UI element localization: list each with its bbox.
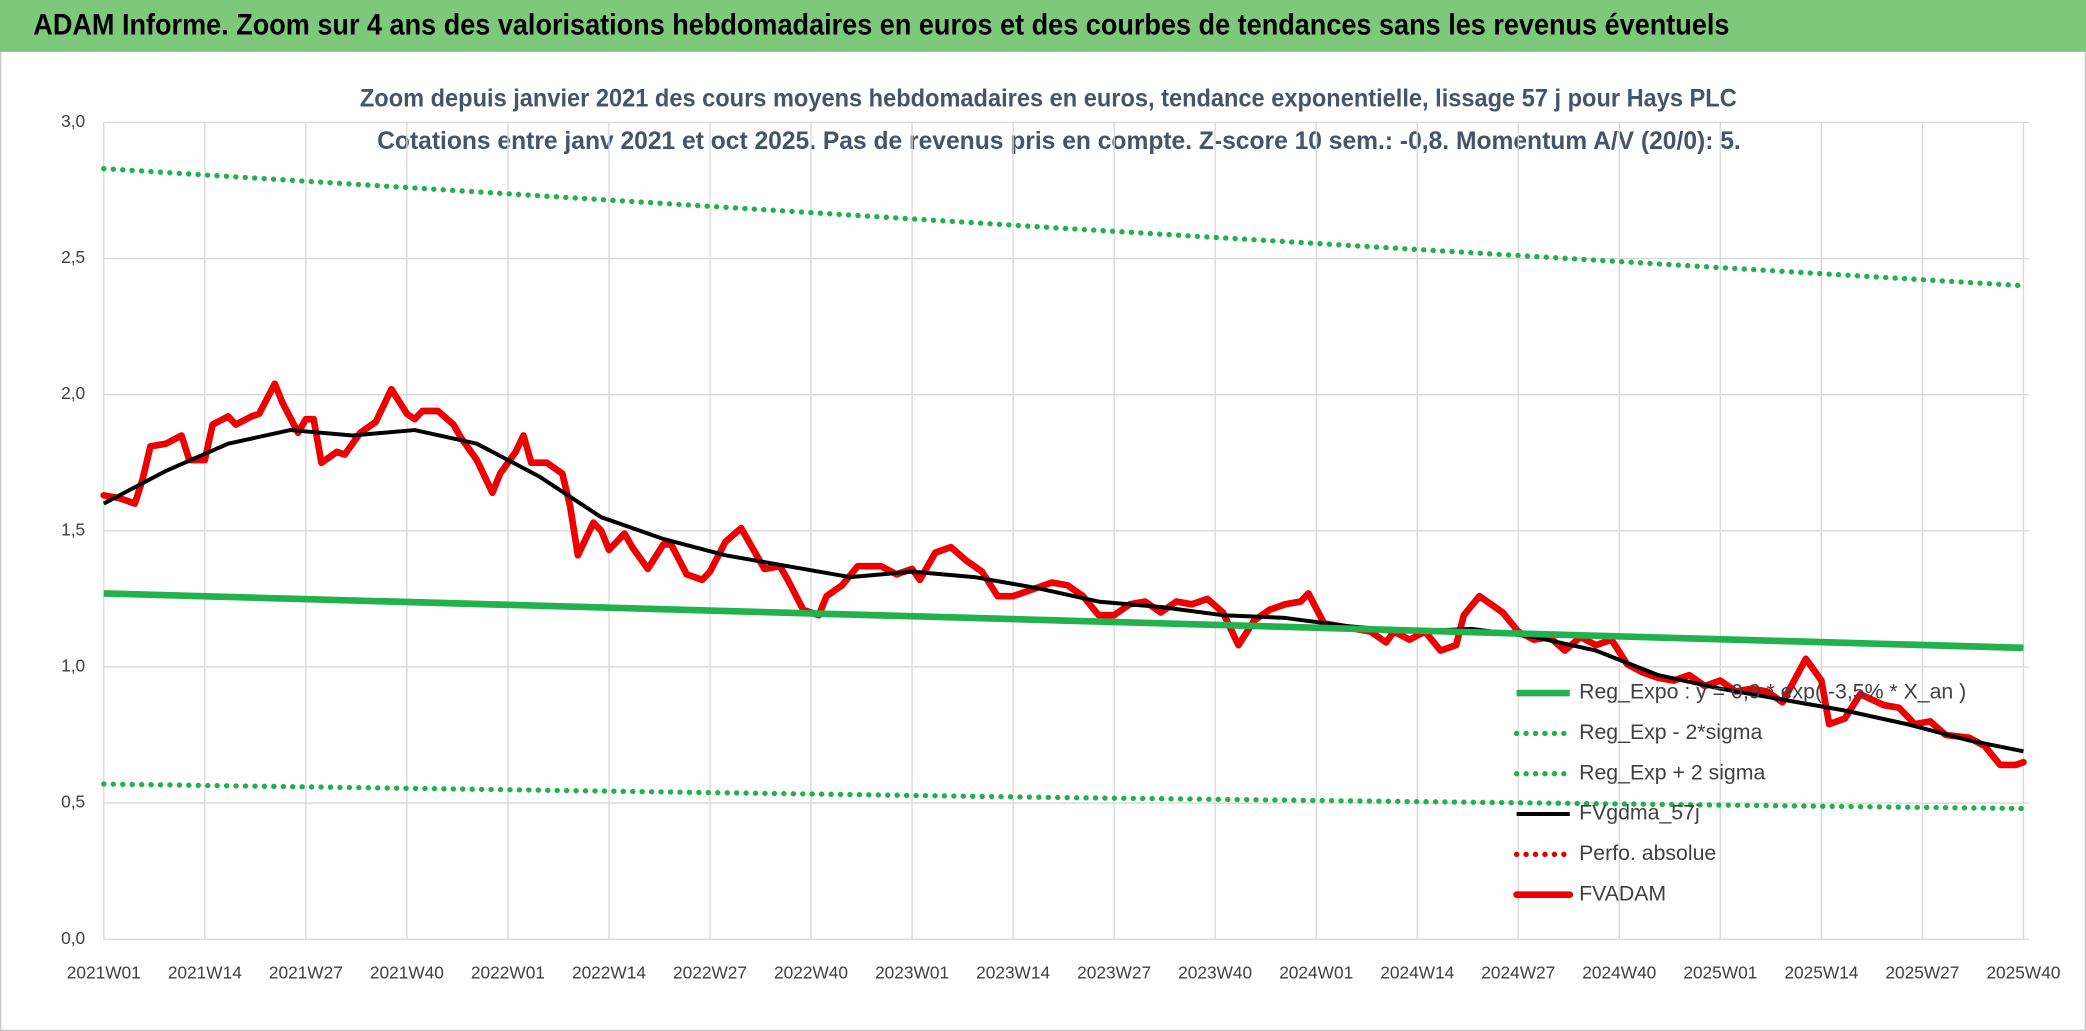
series-line <box>101 166 2027 289</box>
legend-label: FVgdma_57j <box>1579 801 1700 825</box>
series-line <box>103 590 2024 652</box>
x-tick-label: 2025W40 <box>1986 962 2060 982</box>
x-tick-label: 2023W40 <box>1178 962 1252 982</box>
x-tick-label: 2023W14 <box>976 962 1050 982</box>
x-tick-label: 2025W27 <box>1885 962 1959 982</box>
series-line <box>101 781 2027 812</box>
x-tick-label: 2022W01 <box>471 962 545 982</box>
y-tick-label: 3,0 <box>61 111 85 131</box>
x-tick-label: 2022W27 <box>673 962 747 982</box>
y-tick-label: 0,0 <box>61 928 85 948</box>
x-tick-label: 2024W27 <box>1481 962 1555 982</box>
y-tick-label: 0,5 <box>61 792 85 812</box>
x-tick-label: 2021W14 <box>168 962 242 982</box>
y-tick-label: 1,0 <box>61 655 85 675</box>
x-tick-label: 2025W14 <box>1784 962 1858 982</box>
x-tick-label: 2023W01 <box>875 962 949 982</box>
x-tick-label: 2021W40 <box>370 962 444 982</box>
x-tick-label: 2021W27 <box>269 962 343 982</box>
x-tick-label: 2025W01 <box>1683 962 1757 982</box>
x-tick-label: 2021W01 <box>67 962 141 982</box>
y-tick-label: 2,5 <box>61 247 85 267</box>
legend-label: Reg_Exp - 2*sigma <box>1579 720 1762 744</box>
header-bar <box>0 0 2086 52</box>
x-tick-label: 2024W01 <box>1279 962 1353 982</box>
chart-title: ADAM Informe. Zoom sur 4 ans des valoris… <box>33 9 1729 41</box>
legend-label: Perfo. absolue <box>1579 841 1716 865</box>
y-tick-label: 2,0 <box>61 383 85 403</box>
legend-label: Reg_Expo : y = 0,9 * exp( -3,5% * X_an ) <box>1579 680 1966 704</box>
legend-label: Reg_Exp + 2 sigma <box>1579 760 1765 784</box>
x-tick-label: 2023W27 <box>1077 962 1151 982</box>
legend: Reg_Expo : y = 0,9 * exp( -3,5% * X_an )… <box>1513 680 1966 905</box>
plot <box>100 166 2027 812</box>
legend-label: FVADAM <box>1579 881 1666 905</box>
x-tick-label: 2024W14 <box>1380 962 1454 982</box>
series-line <box>100 380 2027 769</box>
series-line <box>102 428 2024 754</box>
y-tick-label: 1,5 <box>61 519 85 539</box>
subtitle: Zoom depuis janvier 2021 des cours moyen… <box>360 84 1737 112</box>
x-tick-label: 2022W14 <box>572 962 646 982</box>
subtitle: Cotations entre janv 2021 et oct 2025. P… <box>377 127 1741 155</box>
x-tick-label: 2024W40 <box>1582 962 1656 982</box>
x-tick-label: 2022W40 <box>774 962 848 982</box>
